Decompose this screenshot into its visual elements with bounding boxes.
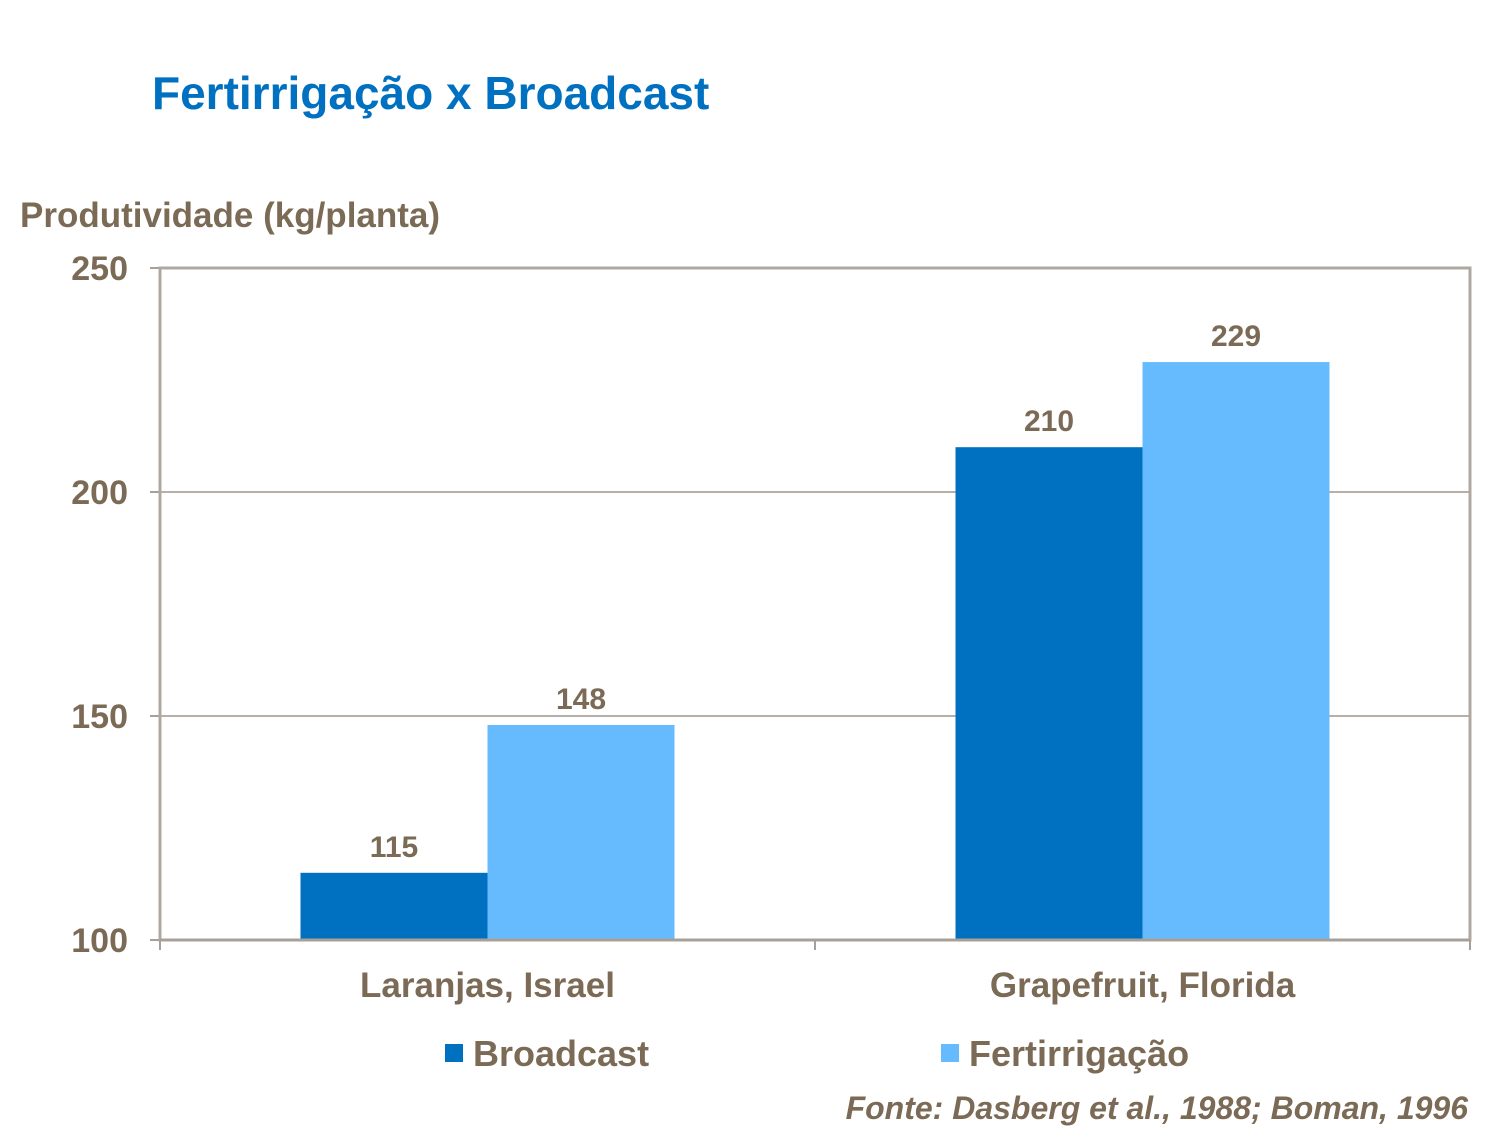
bar-broadcast bbox=[955, 447, 1143, 940]
bar-fertirrigação bbox=[487, 724, 675, 940]
y-tick-label: 250 bbox=[71, 250, 128, 288]
source-note: Fonte: Dasberg et al., 1988; Boman, 1996 bbox=[845, 1090, 1468, 1126]
data-label: 229 bbox=[1211, 320, 1261, 353]
x-tick-label: Laranjas, Israel bbox=[360, 966, 615, 1005]
legend-label: Broadcast bbox=[473, 1033, 649, 1074]
x-tick-label: Grapefruit, Florida bbox=[990, 966, 1296, 1005]
legend-swatch bbox=[941, 1044, 959, 1062]
bar-broadcast bbox=[300, 872, 488, 940]
y-tick-label: 150 bbox=[71, 698, 128, 736]
bar-fertirrigação bbox=[1142, 362, 1330, 941]
data-label: 115 bbox=[370, 831, 418, 864]
data-label: 148 bbox=[556, 683, 606, 716]
y-tick-label: 200 bbox=[71, 474, 128, 512]
legend-swatch bbox=[445, 1044, 463, 1062]
chart-title: Fertirrigação x Broadcast bbox=[152, 67, 710, 119]
legend-label: Fertirrigação bbox=[969, 1033, 1189, 1074]
y-axis-label: Produtividade (kg/planta) bbox=[20, 196, 441, 235]
data-label: 210 bbox=[1024, 405, 1074, 438]
y-tick-label: 100 bbox=[71, 922, 128, 960]
